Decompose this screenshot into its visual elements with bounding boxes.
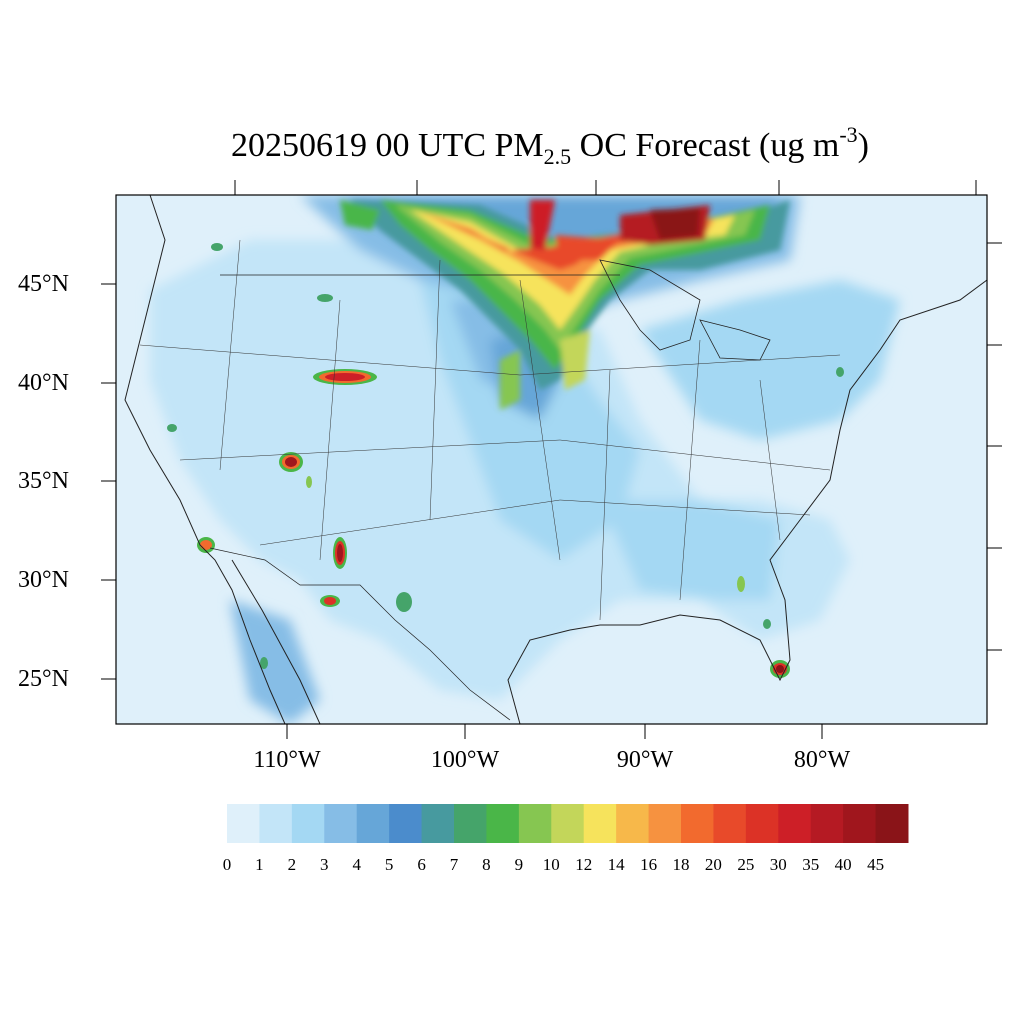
lat-label-25n: 25°N [18, 666, 69, 692]
colorbar-label-3: 3 [320, 855, 329, 874]
colorbar-bin-9 [518, 804, 552, 843]
colorbar-bin-17 [778, 804, 812, 843]
east-gulf-coastline [507, 279, 987, 724]
lat-label-40n: 40°N [18, 370, 69, 396]
title-middle: OC Forecast (ug m [571, 127, 840, 164]
hotspot-georgia [737, 576, 745, 592]
colorbar-bin-16 [745, 804, 779, 843]
hotspot-baja [197, 537, 215, 553]
title-suffix: ) [857, 127, 869, 164]
gulf-of-california-coast [231, 559, 321, 724]
lon-label-90w: 90°W [616, 747, 674, 773]
title-superscript: -3 [839, 122, 858, 147]
hotspot-utah [279, 452, 303, 472]
colorbar-bin-14 [681, 804, 714, 843]
lake-erie-outline [699, 319, 771, 361]
colorbar-bin-15 [713, 804, 747, 843]
title-subscript: 2.5 [543, 144, 572, 169]
hotspot-wyoming [313, 369, 377, 385]
great-lakes-outline [599, 259, 701, 351]
hotspot-california [167, 424, 177, 432]
lon-label-110w: 110°W [253, 747, 321, 773]
hotspot-texas [396, 592, 412, 612]
hotspot-new-jersey [836, 367, 844, 377]
colorbar-label-1: 1 [255, 855, 264, 874]
colorbar-label-9: 9 [514, 855, 524, 874]
colorbar-bin-10 [551, 804, 585, 843]
colorbar-label-10: 10 [542, 855, 560, 874]
colorbar [227, 804, 909, 843]
colorbar-bin-8 [486, 804, 520, 843]
fire-hotspots [167, 243, 844, 678]
colorbar-bin-7 [454, 804, 487, 843]
colorbar-label-7: 7 [449, 855, 459, 874]
hotspot-washington [211, 243, 223, 251]
colorbar-bin-4 [356, 804, 390, 843]
colorbar-bin-20 [875, 804, 909, 843]
lat-label-45n: 45°N [18, 271, 69, 297]
hotspot-central-florida [763, 619, 771, 629]
colorbar-label-2: 2 [287, 855, 297, 874]
colorbar-label-6: 6 [417, 855, 426, 874]
colorbar-label-14: 18 [672, 855, 690, 874]
lon-label-80w: 80°W [793, 747, 851, 773]
us-mexico-border [209, 547, 511, 721]
state-lines [139, 239, 841, 621]
hotspot-arizona [306, 476, 312, 488]
colorbar-label-4: 4 [352, 855, 361, 874]
colorbar-label-16: 25 [737, 855, 755, 874]
map-title: 20250619 00 UTC PM2.5 OC Forecast (ug m-… [0, 122, 1024, 170]
colorbar-bin-3 [324, 804, 358, 843]
colorbar-bin-13 [648, 804, 682, 843]
hotspot-florida [770, 660, 790, 678]
lat-label-35n: 35°N [18, 468, 69, 494]
colorbar-bin-6 [421, 804, 455, 843]
title-prefix: 20250619 00 UTC PM [231, 127, 544, 164]
colorbar-label-8: 8 [482, 855, 491, 874]
colorbar-label-15: 20 [704, 855, 722, 874]
axis-ticks [101, 180, 1002, 739]
hotspot-sonora [260, 657, 268, 669]
colorbar-bin-19 [843, 804, 877, 843]
colorbar-label-5: 5 [384, 855, 394, 874]
colorbar-label-20: 45 [867, 855, 885, 874]
colorbar-bin-0 [227, 804, 260, 843]
hotspot-chihuahua [320, 595, 340, 607]
colorbar-label-11: 12 [575, 855, 593, 874]
colorbar-bin-2 [291, 804, 325, 843]
colorbar-label-13: 16 [640, 855, 658, 874]
colorbar-label-18: 35 [802, 855, 820, 874]
colorbar-label-17: 30 [769, 855, 787, 874]
colorbar-bin-1 [259, 804, 293, 843]
hotspot-new-mexico [333, 537, 347, 569]
map-frame [115, 194, 988, 725]
colorbar-label-12: 14 [607, 855, 625, 874]
lat-label-30n: 30°N [18, 567, 69, 593]
colorbar-bin-12 [616, 804, 650, 843]
colorbar-bin-5 [389, 804, 423, 843]
lon-label-100w: 100°W [430, 747, 500, 773]
colorbar-bin-11 [583, 804, 617, 843]
smoke-plume [340, 200, 790, 410]
west-coastline [124, 195, 286, 724]
hotspot-montana [317, 294, 333, 302]
colorbar-label-19: 40 [834, 855, 852, 874]
coastlines-borders [124, 195, 987, 724]
colorbar-bin-18 [810, 804, 844, 843]
colorbar-label-0: 0 [222, 855, 232, 874]
